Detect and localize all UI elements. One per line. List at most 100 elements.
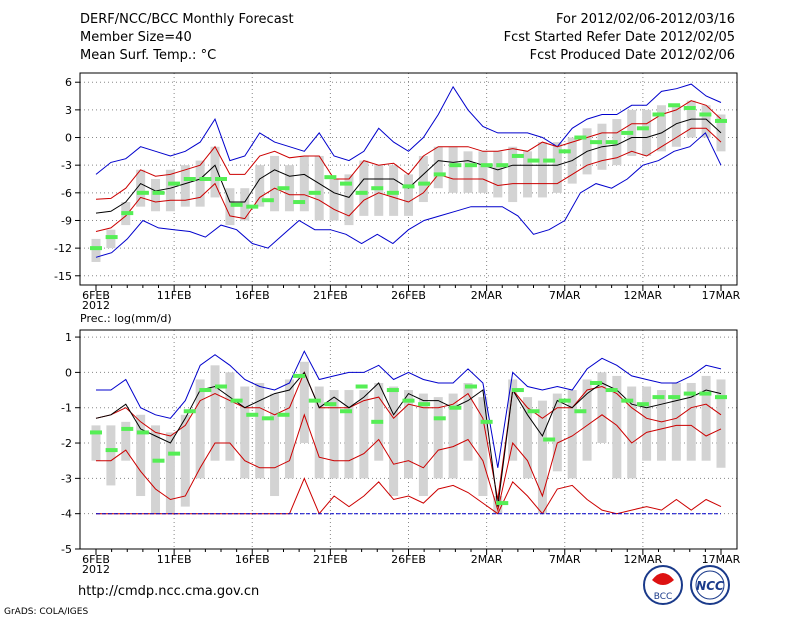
- ensemble-box: [686, 382, 696, 461]
- ensemble-box: [91, 238, 101, 262]
- observed-mark: [402, 398, 415, 403]
- series-min-line: [95, 132, 722, 258]
- ensemble-box: [433, 146, 443, 189]
- ensemble-box: [448, 146, 458, 193]
- observed-mark: [199, 177, 212, 181]
- ensemble-box: [359, 390, 369, 479]
- observed-mark: [668, 103, 681, 108]
- ensemble-box: [671, 105, 681, 147]
- observed-mark: [433, 416, 446, 421]
- ensemble-box: [537, 400, 547, 514]
- series-upper-line: [95, 100, 722, 200]
- ensemble-box: [180, 414, 190, 507]
- ensemble-box: [656, 105, 666, 152]
- ensemble-box: [314, 386, 324, 479]
- ensemble-box: [299, 155, 309, 212]
- observed-mark: [293, 200, 306, 205]
- y-tick-label: -5: [61, 543, 72, 556]
- bcc-logo-text: BCC: [654, 592, 673, 602]
- observed-mark: [590, 380, 602, 385]
- observed-mark: [261, 416, 274, 421]
- ensemble-box: [493, 151, 503, 198]
- observed-mark: [230, 202, 243, 207]
- ensemble-box: [701, 105, 711, 138]
- ensemble-box: [255, 165, 265, 207]
- y-tick-label: -15: [54, 270, 72, 283]
- observed-mark: [699, 112, 712, 117]
- y-tick-label: 3: [65, 104, 72, 117]
- ensemble-box: [612, 375, 622, 479]
- observed-mark: [590, 140, 602, 145]
- observed-mark: [465, 384, 477, 389]
- x-tick-label: 12MAR: [624, 289, 663, 302]
- observed-mark: [371, 186, 384, 191]
- footer-url[interactable]: http://cmdp.ncc.cma.gov.cn: [78, 584, 259, 599]
- y-tick-label: -3: [61, 159, 72, 172]
- ensemble-box: [240, 188, 250, 221]
- x-tick-label: 6FEB: [82, 553, 110, 566]
- observed-mark: [371, 419, 384, 424]
- ensemble-box: [329, 179, 339, 221]
- observed-mark: [433, 172, 446, 177]
- observed-mark: [543, 158, 556, 163]
- observed-mark: [246, 204, 259, 209]
- observed-mark: [90, 430, 102, 435]
- ensemble-box: [284, 379, 294, 479]
- y-tick-label: 6: [65, 76, 72, 89]
- ensemble-box: [642, 386, 652, 461]
- x-tick-label: 26FEB: [391, 553, 426, 566]
- ensemble-box: [344, 174, 354, 226]
- observed-mark: [605, 388, 618, 393]
- observed-mark: [683, 106, 696, 111]
- series-lower-line: [95, 127, 722, 232]
- ensemble-box: [136, 169, 146, 207]
- observed-mark: [152, 190, 165, 195]
- observed-mark: [215, 384, 227, 389]
- series-upper-line: [95, 371, 722, 500]
- ensemble-box: [180, 165, 190, 207]
- x-tick-label: 17MAR: [702, 553, 741, 566]
- ensemble-box: [210, 365, 220, 461]
- observed-mark: [90, 246, 102, 251]
- ensemble-box: [389, 165, 399, 216]
- observed-mark: [308, 190, 321, 195]
- x-tick-label: 16FEB: [235, 553, 270, 566]
- x-tick-label: 6FEB: [82, 289, 110, 302]
- observed-mark: [402, 184, 415, 189]
- figure-title: DERF/NCC/BCC Monthly Forecast: [80, 12, 294, 27]
- observed-mark: [340, 409, 352, 414]
- observed-mark: [652, 112, 665, 117]
- y-tick-label: -2: [61, 437, 72, 450]
- observed-mark: [386, 190, 399, 195]
- ensemble-box: [329, 390, 339, 479]
- ensemble-box: [656, 390, 666, 461]
- observed-mark: [121, 211, 134, 216]
- forecast-period: For 2012/02/06-2012/03/16: [556, 12, 735, 27]
- observed-mark: [621, 130, 634, 135]
- observed-mark: [449, 163, 462, 168]
- grads-credit: GrADS: COLA/IGES: [4, 607, 88, 617]
- observed-mark: [574, 409, 587, 414]
- observed-mark: [527, 158, 540, 163]
- x-tick-year: 2012: [82, 299, 110, 312]
- ncc-logo: NCC: [690, 565, 730, 605]
- observed-mark: [449, 405, 462, 410]
- ensemble-box: [374, 165, 384, 216]
- ensemble-box: [478, 397, 488, 497]
- ensemble-box: [240, 386, 250, 479]
- x-tick-year: 2012: [82, 563, 110, 576]
- observed-mark: [386, 388, 399, 393]
- observed-mark: [168, 451, 181, 456]
- observed-mark: [277, 186, 290, 191]
- ensemble-box: [671, 382, 681, 461]
- ensemble-box: [210, 146, 220, 198]
- observed-mark: [715, 395, 727, 400]
- observed-mark: [183, 177, 196, 181]
- observed-mark: [668, 395, 681, 400]
- ensemble-box: [165, 169, 175, 212]
- ensemble-box: [523, 397, 533, 479]
- ensemble-box: [433, 397, 443, 479]
- observed-mark: [558, 149, 571, 154]
- y-tick-label: -9: [61, 214, 72, 227]
